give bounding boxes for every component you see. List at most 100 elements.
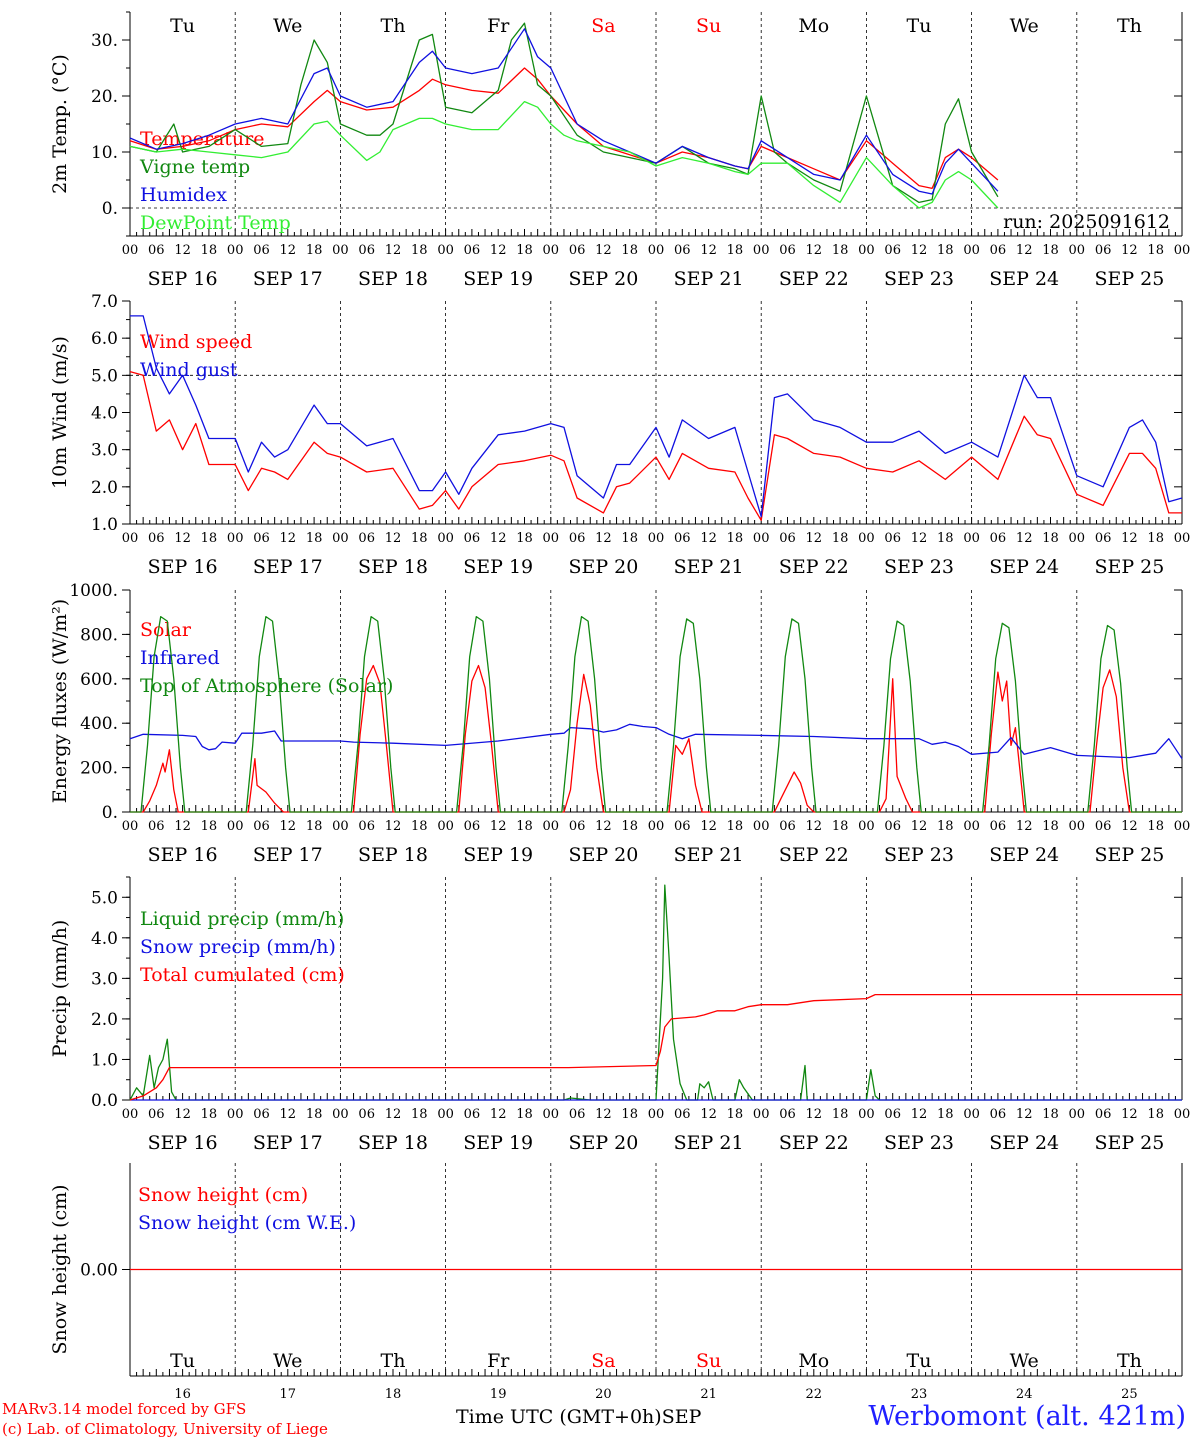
hour-tick-label: 00 [858, 1107, 875, 1122]
hour-tick-label: 00 [648, 243, 665, 258]
weekday-label: Sa [591, 1350, 615, 1372]
hour-tick-label: 06 [464, 819, 481, 834]
hour-tick-label: 18 [516, 531, 533, 546]
hour-tick-label: 00 [648, 819, 665, 834]
hour-tick-label: 12 [1121, 1107, 1138, 1122]
hour-tick-label: 18 [832, 531, 849, 546]
day-number-label: 23 [911, 1387, 928, 1402]
hour-tick-label: 06 [674, 819, 691, 834]
hour-tick-label: 18 [832, 243, 849, 258]
y-axis-title: Energy fluxes (W/m²) [49, 599, 71, 803]
weekday-label: We [273, 15, 302, 37]
date-label: SEP 17 [253, 268, 323, 290]
hour-tick-label: 18 [1042, 819, 1059, 834]
hour-tick-label: 12 [490, 531, 507, 546]
weekday-label: Fr [487, 1350, 510, 1372]
weekday-label: Tu [170, 1350, 195, 1372]
hour-tick-label: 18 [937, 531, 954, 546]
hour-tick-label: 12 [1016, 243, 1033, 258]
hour-tick-label: 18 [411, 243, 428, 258]
hour-tick-label: 12 [174, 819, 191, 834]
date-label: SEP 18 [358, 1132, 428, 1154]
hour-tick-label: 18 [411, 819, 428, 834]
hour-tick-label: 18 [621, 243, 638, 258]
weekday-label: Th [1117, 1350, 1142, 1372]
y-tick-label: 2.0 [91, 1010, 118, 1030]
weekday-label: Tu [907, 1350, 932, 1372]
hour-tick-label: 00 [753, 819, 770, 834]
day-number-label: 16 [174, 1387, 191, 1402]
hour-tick-label: 12 [911, 1107, 928, 1122]
hour-tick-label: 12 [490, 243, 507, 258]
y-tick-label: 1.0 [91, 1050, 118, 1070]
hour-tick-label: 18 [937, 819, 954, 834]
y-tick-label: 5.0 [91, 366, 118, 386]
hour-tick-label: 12 [280, 243, 297, 258]
hour-tick-label: 12 [174, 243, 191, 258]
hour-tick-label: 12 [700, 1107, 717, 1122]
hour-tick-label: 00 [963, 819, 980, 834]
hour-tick-label: 06 [1095, 531, 1112, 546]
hour-tick-label: 12 [595, 819, 612, 834]
weekday-label: Fr [487, 15, 510, 37]
hour-tick-label: 18 [727, 1107, 744, 1122]
hour-tick-label: 12 [911, 531, 928, 546]
y-tick-label: 7.0 [91, 292, 118, 312]
hour-tick-label: 00 [1069, 819, 1086, 834]
date-label: SEP 18 [358, 556, 428, 578]
hour-tick-label: 00 [543, 531, 560, 546]
hour-tick-label: 18 [201, 243, 218, 258]
series-line-infrared [129, 723, 1183, 760]
y-tick-label: 4.0 [91, 929, 118, 949]
hour-tick-label: 00 [1069, 531, 1086, 546]
legend-entry: Top of Atmosphere (Solar) [140, 675, 393, 697]
date-label: SEP 21 [674, 844, 744, 866]
date-label: SEP 17 [253, 1132, 323, 1154]
hour-tick-label: 00 [1174, 1107, 1191, 1122]
hour-tick-label: 06 [253, 1107, 270, 1122]
date-label: SEP 25 [1094, 1132, 1164, 1154]
hour-tick-label: 06 [464, 531, 481, 546]
hour-tick-label: 00 [858, 243, 875, 258]
hour-tick-label: 00 [437, 531, 454, 546]
y-tick-label: 6.0 [91, 329, 118, 349]
hour-tick-label: 06 [884, 243, 901, 258]
date-label: SEP 21 [674, 1132, 744, 1154]
hour-tick-label: 18 [832, 819, 849, 834]
hour-tick-label: 06 [990, 243, 1007, 258]
date-label: SEP 19 [463, 1132, 533, 1154]
hour-tick-label: 12 [174, 1107, 191, 1122]
date-label: SEP 24 [989, 844, 1059, 866]
hour-tick-label: 00 [648, 531, 665, 546]
weekday-label: Mo [798, 15, 829, 37]
weekday-label: Su [696, 1350, 721, 1372]
hour-tick-label: 12 [490, 819, 507, 834]
date-label: SEP 23 [884, 556, 954, 578]
hour-tick-label: 00 [332, 819, 349, 834]
weekday-label: Mo [798, 1350, 829, 1372]
date-label: SEP 22 [779, 556, 849, 578]
hour-tick-label: 18 [306, 531, 323, 546]
date-label: SEP 17 [253, 556, 323, 578]
hour-tick-label: 00 [543, 1107, 560, 1122]
hour-tick-label: 06 [1095, 1107, 1112, 1122]
hour-tick-label: 18 [727, 819, 744, 834]
hour-tick-label: 18 [1042, 1107, 1059, 1122]
weekday-label: Th [1117, 15, 1142, 37]
day-number-label: 18 [385, 1387, 402, 1402]
series-line-dewpoint-temp [129, 100, 999, 209]
panel-3: 0. 200. 400. 600. 800. 1000.Energy fluxes (W/… [49, 581, 1190, 866]
hour-tick-label: 12 [385, 819, 402, 834]
y-tick-label: 1000. [69, 581, 118, 601]
hour-tick-label: 18 [411, 531, 428, 546]
y-tick-label: 2.0 [91, 478, 118, 498]
model-credit: MARv3.14 model forced by GFS [2, 1400, 247, 1418]
hour-tick-label: 12 [280, 819, 297, 834]
date-label: SEP 23 [884, 1132, 954, 1154]
hour-tick-label: 12 [1121, 243, 1138, 258]
legend-entry: Snow height (cm) [138, 1184, 308, 1206]
hour-tick-label: 06 [253, 243, 270, 258]
hour-tick-label: 06 [779, 1107, 796, 1122]
date-label: SEP 16 [148, 556, 218, 578]
hour-tick-label: 06 [358, 531, 375, 546]
